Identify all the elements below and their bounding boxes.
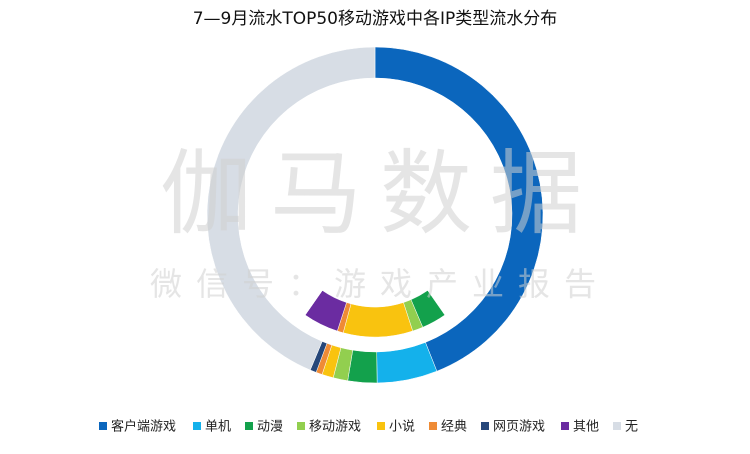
rings [206,46,544,384]
ring-segment [376,342,438,384]
legend-swatch [193,422,201,430]
legend-swatch [377,422,385,430]
ring-segment [342,302,414,338]
ring-segment [374,92,498,316]
legend-label: 小说 [389,420,415,435]
ring-segment [252,92,376,316]
chart-title: 7—9月流水TOP50移动游戏中各IP类型流水分布 [193,9,558,29]
legend-swatch [245,422,253,430]
legend-label: 其他 [573,420,599,435]
ring-segment [206,46,376,371]
legend-label: 动漫 [257,420,283,435]
legend-label: 移动游戏 [309,420,361,435]
legend-label: 经典 [441,420,467,435]
legend-swatch [297,422,305,430]
legend-swatch [429,422,437,430]
ring-segment [374,46,544,372]
legend-label: 网页游戏 [493,420,545,435]
legend: 客户端游戏 单机 动漫 移动游戏 小说 经典 网页游戏 其他 无 [99,419,638,435]
watermark-subtitle: 微信号：游戏产业报告 [150,265,610,303]
legend-label: 单机 [205,420,231,435]
legend-swatch [99,422,107,430]
legend-swatch [481,422,489,430]
legend-label: 客户端游戏 [111,419,176,435]
legend-swatch [613,422,621,430]
legend-label: 无 [625,420,638,435]
legend-swatch [561,422,569,430]
watermark: 伽马数据 [160,140,600,247]
